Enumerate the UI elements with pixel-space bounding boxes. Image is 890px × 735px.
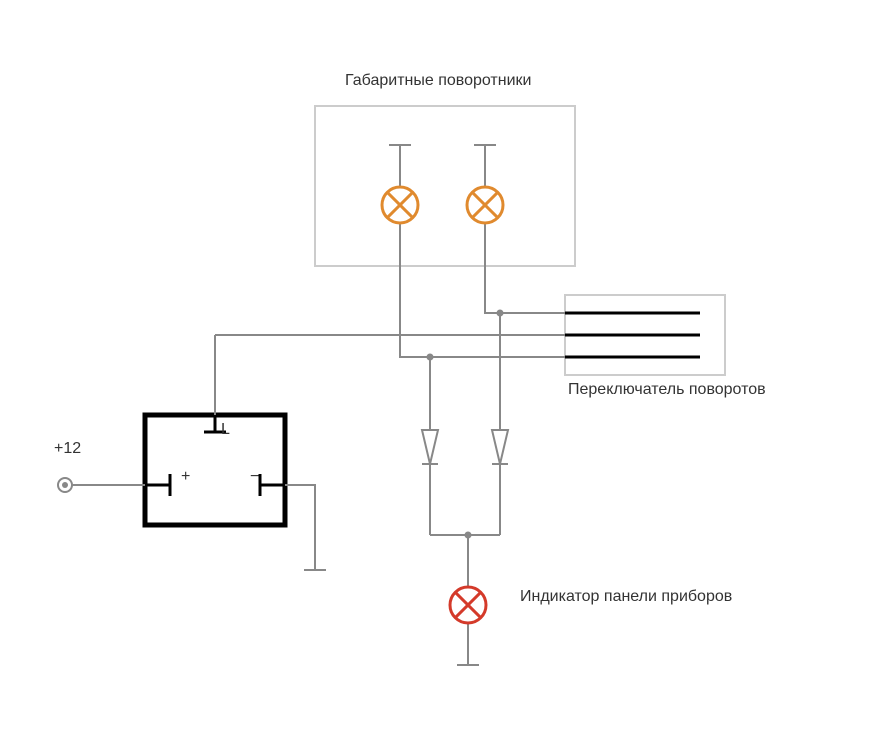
label-relay-minus: −	[250, 468, 259, 486]
label-relay-l: L	[221, 421, 230, 439]
circuit-diagram	[0, 0, 890, 735]
label-plus12: +12	[54, 440, 81, 458]
label-turn-lights: Габаритные поворотники	[345, 72, 531, 90]
label-switch: Переключатель поворотов	[568, 381, 766, 399]
label-indicator: Индикатор панели приборов	[520, 588, 732, 606]
label-relay-plus: +	[181, 468, 190, 486]
